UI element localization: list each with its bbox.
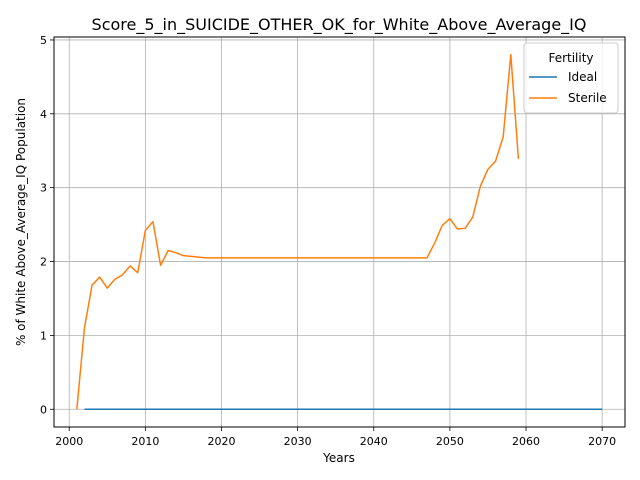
x-axis-label: Years xyxy=(322,451,355,465)
x-tick-label: 2010 xyxy=(131,435,159,448)
legend-label-ideal: Ideal xyxy=(568,70,597,84)
y-tick-label: 3 xyxy=(40,182,47,195)
x-tick-label: 2030 xyxy=(284,435,312,448)
chart-title: Score_5_in_SUICIDE_OTHER_OK_for_White_Ab… xyxy=(92,15,587,35)
x-tick-label: 2020 xyxy=(207,435,235,448)
legend: Fertility Ideal Sterile xyxy=(523,42,619,114)
legend-title: Fertility xyxy=(548,51,593,65)
series-layer xyxy=(76,53,603,411)
tick-layer: 2000 2010 2020 2030 2040 2050 2060 2070 0 1 2 3 4 5 xyxy=(40,34,616,448)
x-tick-label: 2070 xyxy=(588,435,616,448)
y-tick-label: 5 xyxy=(40,34,47,47)
series-line-sterile xyxy=(76,53,520,410)
x-tick-label: 2060 xyxy=(512,435,540,448)
legend-box xyxy=(523,42,619,114)
y-tick-label: 1 xyxy=(40,329,47,342)
y-tick-label: 0 xyxy=(40,403,47,416)
x-tick-label: 2000 xyxy=(55,435,83,448)
x-tick-label: 2040 xyxy=(360,435,388,448)
legend-label-sterile: Sterile xyxy=(568,91,607,105)
grid-layer xyxy=(54,37,625,427)
plot-frame xyxy=(53,36,626,428)
y-axis-label: % of White Above_Average_IQ Population xyxy=(14,98,28,346)
y-tick-label: 2 xyxy=(40,256,47,269)
x-tick-label: 2050 xyxy=(436,435,464,448)
y-tick-label: 4 xyxy=(40,108,47,121)
